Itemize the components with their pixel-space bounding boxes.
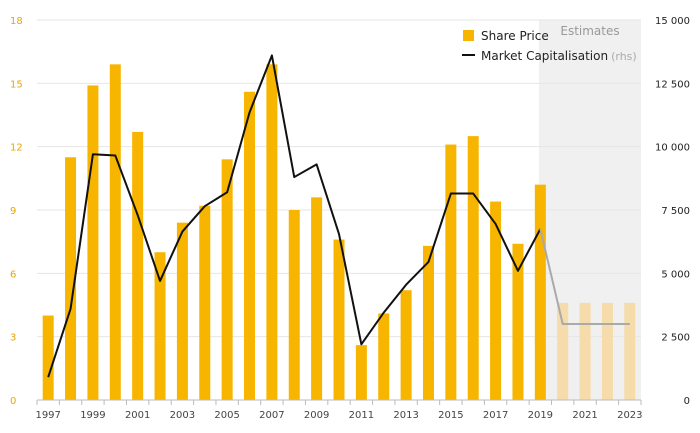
share-price-bar — [288, 210, 300, 400]
share-price-bar — [154, 252, 166, 400]
right-tick-label: 15 000 — [655, 16, 690, 27]
share-price-bar — [333, 239, 345, 400]
share-price-bar-estimate — [624, 302, 636, 400]
x-tick-label: 2021 — [572, 410, 597, 421]
x-tick-label: 2009 — [304, 410, 329, 421]
legend-label-share-price: Share Price — [481, 29, 549, 43]
share-price-bar — [378, 313, 390, 400]
x-tick-label: 2019 — [528, 410, 553, 421]
x-tick-label: 2015 — [438, 410, 463, 421]
x-tick-label: 2013 — [393, 410, 418, 421]
legend-label-market-cap: Market Capitalisation (rhs) — [481, 49, 637, 63]
share-price-bar — [445, 144, 457, 400]
share-price-bar — [534, 184, 546, 400]
share-price-bar-estimate — [601, 302, 613, 400]
share-price-bar — [65, 157, 77, 400]
share-price-bar — [42, 315, 54, 400]
share-price-bar — [244, 91, 256, 401]
share-price-bar — [467, 136, 479, 400]
legend-label-market-cap-suffix: (rhs) — [611, 50, 637, 63]
right-tick-label: 12 500 — [655, 79, 690, 90]
x-tick-label: 2003 — [170, 410, 195, 421]
share-price-bar — [355, 345, 367, 400]
left-tick-label: 0 — [10, 396, 16, 407]
left-axis-ticks: 0 3 6 9 12 15 18 — [10, 16, 23, 407]
right-tick-label: 10 000 — [655, 143, 690, 154]
share-price-bar — [132, 131, 144, 400]
left-tick-label: 3 — [10, 333, 16, 344]
x-tick-label: 2011 — [349, 410, 374, 421]
share-price-bar — [490, 201, 502, 400]
left-tick-label: 12 — [10, 143, 23, 154]
left-tick-label: 18 — [10, 16, 23, 27]
share-price-bar-estimate — [557, 302, 569, 400]
x-tick-label: 2001 — [125, 410, 150, 421]
right-tick-label: 0 — [684, 396, 690, 407]
share-price-bar — [109, 64, 121, 400]
share-price-bar — [199, 205, 211, 400]
legend: Share Price Market Capitalisation (rhs) — [462, 29, 637, 63]
left-tick-label: 9 — [10, 206, 16, 217]
x-tick-label: 2005 — [214, 410, 239, 421]
estimates-label: Estimates — [560, 24, 619, 38]
share-price-bar — [266, 64, 278, 400]
x-tick-label: 2007 — [259, 410, 284, 421]
market-cap-line-estimate — [539, 228, 630, 325]
bar-series — [42, 64, 636, 401]
x-tick-label: 2017 — [483, 410, 508, 421]
legend-swatch-share-price — [463, 30, 474, 41]
share-price-bar — [87, 85, 99, 400]
x-tick-label: 2023 — [617, 410, 642, 421]
right-tick-label: 2 500 — [661, 333, 690, 344]
legend-label-market-cap-name: Market Capitalisation — [481, 49, 608, 63]
right-tick-label: 7 500 — [661, 206, 690, 217]
share-price-bar — [176, 222, 188, 400]
left-tick-label: 15 — [10, 79, 23, 90]
share-price-bar — [422, 245, 434, 400]
share-price-bar — [311, 197, 323, 400]
right-axis-ticks: 0 2 500 5 000 7 500 10 000 12 500 15 000 — [655, 16, 690, 407]
x-axis-ticks: 1997 1999 2001 2003 2005 2007 2009 2011 2013 2015… — [35, 400, 643, 421]
line-series — [47, 54, 630, 378]
share-price-bar — [512, 243, 524, 400]
share-price-bar — [221, 159, 233, 400]
share-price-bar — [400, 290, 412, 400]
market-cap-line — [47, 54, 542, 378]
right-tick-label: 5 000 — [661, 269, 690, 280]
left-tick-label: 6 — [10, 269, 16, 280]
x-tick-label: 1997 — [35, 410, 60, 421]
x-tick-label: 1999 — [80, 410, 105, 421]
share-price-bar-estimate — [579, 302, 591, 400]
